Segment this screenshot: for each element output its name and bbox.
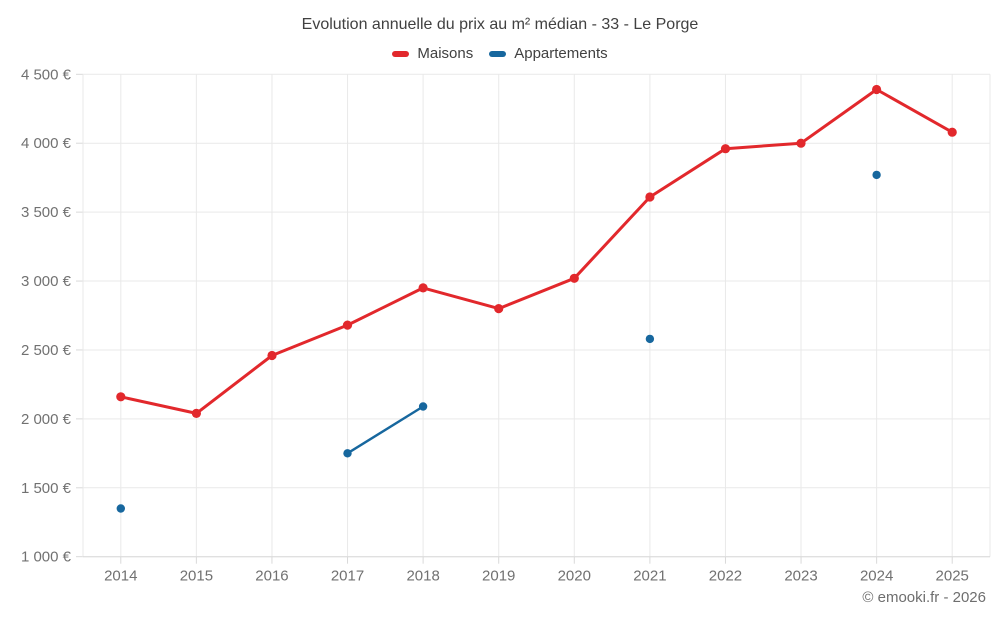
x-axis-label: 2019 — [482, 568, 515, 585]
x-axis-label: 2018 — [406, 568, 439, 585]
x-axis-label: 2015 — [180, 568, 213, 585]
y-axis-label: 2 000 € — [21, 411, 72, 428]
data-point-appartements-2014[interactable] — [116, 504, 126, 513]
chart-title: Evolution annuelle du prix au m² médian … — [301, 16, 699, 33]
data-point-appartements-2018[interactable] — [418, 402, 428, 411]
copyright-footer: © emooki.fr - 2026 — [862, 589, 986, 606]
appartements-legend-label: Appartements — [514, 45, 608, 62]
y-axis-label: 3 000 € — [21, 273, 72, 290]
data-point-maisons-2018[interactable] — [418, 283, 428, 293]
data-point-appartements-2024[interactable] — [872, 170, 881, 180]
x-axis-label: 2022 — [709, 568, 742, 585]
data-point-maisons-2020[interactable] — [569, 273, 579, 283]
legend-item-appartements[interactable]: Appartements — [489, 45, 608, 62]
y-axis-label: 2 500 € — [21, 342, 72, 359]
appartements-legend-swatch — [489, 50, 507, 57]
x-axis-label: 2024 — [860, 568, 893, 585]
data-point-maisons-2017[interactable] — [342, 320, 353, 330]
x-axis-label: 2021 — [633, 568, 666, 585]
maisons-legend-label: Maisons — [417, 45, 474, 62]
data-point-maisons-2014[interactable] — [116, 392, 126, 402]
data-point-maisons-2021[interactable] — [645, 192, 655, 202]
y-axis-label: 4 000 € — [21, 135, 72, 152]
data-point-appartements-2017[interactable] — [343, 449, 352, 458]
data-point-maisons-2023[interactable] — [796, 138, 806, 148]
legend: Maisons Appartements — [0, 45, 1000, 62]
data-point-appartements-2021[interactable] — [645, 334, 655, 344]
x-axis-label: 2023 — [784, 568, 817, 585]
maisons-legend-swatch — [392, 50, 410, 57]
x-axis-label: 2017 — [331, 568, 364, 585]
series-line-appartements — [348, 175, 877, 453]
series-line-maisons — [119, 88, 954, 415]
x-axis-label: 2025 — [936, 568, 969, 585]
legend-item-maisons[interactable]: Maisons — [392, 45, 473, 62]
data-point-maisons-2025[interactable] — [947, 127, 957, 137]
data-point-maisons-2019[interactable] — [494, 304, 504, 314]
y-axis-label: 3 500 € — [21, 204, 72, 221]
y-axis-label: 1 000 € — [21, 549, 72, 566]
y-axis-label: 1 500 € — [21, 480, 72, 497]
y-axis-label: 4 500 € — [21, 66, 72, 83]
x-axis-label: 2016 — [255, 568, 288, 585]
x-axis-label: 2020 — [558, 568, 591, 585]
data-point-maisons-2015[interactable] — [191, 408, 201, 418]
data-point-maisons-2016[interactable] — [267, 350, 277, 361]
data-point-maisons-2022[interactable] — [720, 144, 731, 154]
x-axis-label: 2014 — [104, 568, 137, 585]
data-point-maisons-2024[interactable] — [872, 84, 882, 95]
